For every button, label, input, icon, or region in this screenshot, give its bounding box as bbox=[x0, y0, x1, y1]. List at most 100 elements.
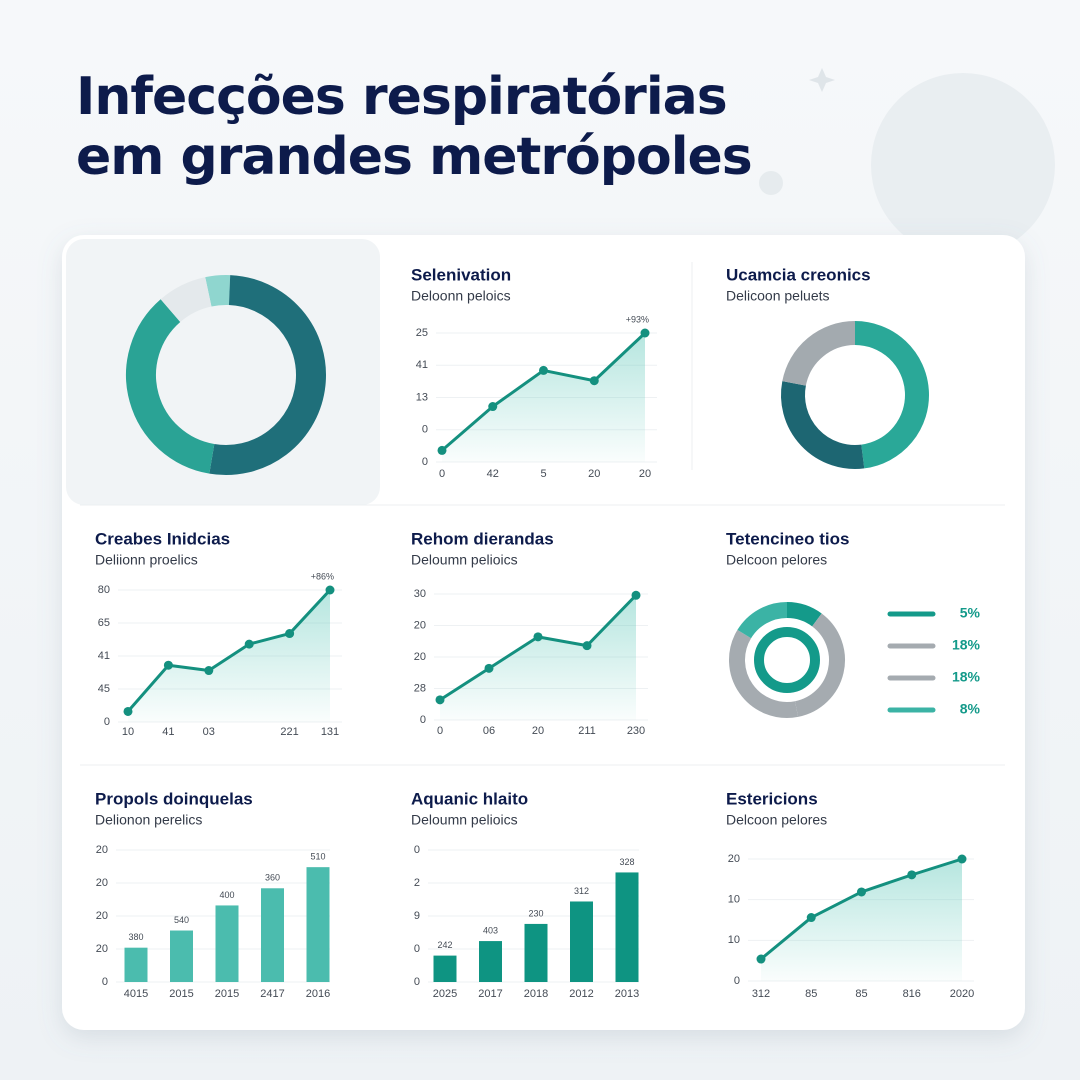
x-tick-label: 230 bbox=[627, 725, 645, 737]
x-tick-label: 211 bbox=[578, 725, 596, 737]
donut-segment bbox=[737, 602, 788, 639]
y-tick-label: 41 bbox=[416, 359, 428, 371]
y-tick-label: 20 bbox=[414, 651, 426, 663]
legend-label: 5% bbox=[960, 605, 981, 621]
y-tick-label: 45 bbox=[98, 683, 110, 695]
legend-label: 18% bbox=[952, 669, 981, 685]
bar-label: 312 bbox=[574, 886, 589, 896]
y-tick-label: 13 bbox=[416, 391, 428, 403]
x-tick-label: 41 bbox=[162, 726, 174, 738]
x-tick-label: 20 bbox=[588, 468, 600, 480]
x-tick-label: 20 bbox=[532, 725, 544, 737]
decor-star bbox=[809, 68, 835, 92]
y-tick-label: 0 bbox=[414, 844, 420, 856]
x-tick-label: 06 bbox=[483, 725, 495, 737]
chart-title: Propols doinquelas bbox=[95, 789, 253, 808]
dividers bbox=[80, 262, 1005, 766]
point bbox=[640, 328, 650, 338]
annotation: +86% bbox=[311, 571, 334, 581]
x-tick-label: 5 bbox=[540, 468, 546, 480]
x-tick-label: 10 bbox=[122, 726, 134, 738]
point bbox=[631, 590, 641, 600]
x-tick-label: 312 bbox=[752, 988, 770, 1000]
donut-segment bbox=[160, 277, 213, 323]
y-tick-label: 28 bbox=[414, 682, 426, 694]
bar bbox=[615, 872, 639, 982]
x-tick-label: 2020 bbox=[950, 988, 974, 1000]
x-tick-label: 2015 bbox=[169, 988, 193, 1000]
line bbox=[126, 588, 332, 713]
y-tick-label: 0 bbox=[104, 716, 110, 728]
donut-segment bbox=[126, 299, 215, 474]
x-tick-label: 0 bbox=[437, 725, 443, 737]
chart-subtitle: Deliionn proelics bbox=[95, 552, 198, 568]
y-tick-label: 20 bbox=[96, 943, 108, 955]
legend-label: 8% bbox=[960, 701, 981, 717]
bar-label: 380 bbox=[128, 932, 143, 942]
y-tick-label: 20 bbox=[728, 853, 740, 865]
bar bbox=[433, 955, 457, 982]
bar-label: 510 bbox=[310, 852, 325, 862]
bar bbox=[124, 947, 148, 982]
y-tick-label: 10 bbox=[728, 894, 740, 906]
y-tick-label: 65 bbox=[98, 617, 110, 629]
x-tick-label: 2018 bbox=[524, 988, 548, 1000]
point bbox=[488, 402, 498, 412]
chart-title: Selenivation bbox=[411, 265, 511, 284]
bar-label: 230 bbox=[528, 908, 543, 918]
chart-subtitle: Deloumn pelioics bbox=[411, 552, 518, 568]
y-tick-label: 20 bbox=[96, 844, 108, 856]
donut-segment bbox=[786, 602, 822, 627]
x-tick-label: 2025 bbox=[433, 988, 457, 1000]
x-tick-label: 2012 bbox=[569, 988, 593, 1000]
bar-label: 242 bbox=[437, 940, 452, 950]
bar bbox=[306, 867, 330, 982]
x-tick-label: 03 bbox=[203, 726, 215, 738]
bar bbox=[170, 930, 193, 982]
chart-title: Rehom dierandas bbox=[411, 529, 554, 548]
bar bbox=[215, 905, 239, 982]
point bbox=[756, 954, 766, 964]
donut-segment bbox=[729, 629, 799, 718]
point bbox=[957, 854, 967, 864]
point bbox=[285, 629, 295, 639]
point bbox=[539, 365, 548, 375]
x-tick-label: 4015 bbox=[124, 988, 148, 1000]
chart-subtitle: Deloonn peloics bbox=[411, 288, 511, 304]
decor-circle bbox=[871, 73, 1055, 257]
bar bbox=[261, 888, 284, 982]
x-tick-label: 42 bbox=[487, 468, 499, 480]
chart-subtitle: Delcoon pelores bbox=[726, 812, 827, 828]
page-title: em grandes metrópoles bbox=[76, 127, 752, 187]
point bbox=[123, 706, 133, 716]
decor-dot bbox=[759, 171, 783, 195]
y-tick-label: 30 bbox=[414, 588, 426, 600]
point bbox=[437, 445, 447, 455]
chart-subtitle: Delcoon pelores bbox=[726, 552, 827, 568]
y-tick-label: 41 bbox=[98, 650, 110, 662]
point bbox=[907, 870, 917, 880]
point bbox=[857, 887, 866, 897]
x-tick-label: 221 bbox=[280, 726, 298, 738]
x-tick-label: 2015 bbox=[215, 988, 239, 1000]
point bbox=[435, 695, 445, 705]
area-fill bbox=[442, 333, 645, 462]
point bbox=[204, 666, 214, 676]
donut-segment bbox=[782, 321, 856, 387]
chart-title: Ucamcia creonics bbox=[726, 265, 871, 284]
x-tick-label: 85 bbox=[855, 988, 867, 1000]
y-tick-label: 20 bbox=[414, 619, 426, 631]
page-title: Infecções respiratórias bbox=[76, 67, 727, 127]
x-tick-label: 131 bbox=[321, 726, 339, 738]
point bbox=[806, 913, 816, 923]
x-tick-label: 816 bbox=[903, 988, 921, 1000]
donut-segment bbox=[205, 275, 231, 307]
donut-segment bbox=[794, 613, 845, 717]
donut-segment bbox=[854, 321, 929, 469]
x-tick-label: 2016 bbox=[306, 988, 330, 1000]
donut-segment bbox=[209, 275, 326, 475]
y-tick-label: 10 bbox=[728, 934, 740, 946]
y-tick-label: 2 bbox=[414, 877, 420, 889]
chart-title: Estericions bbox=[726, 789, 818, 808]
y-tick-label: 80 bbox=[98, 584, 110, 596]
